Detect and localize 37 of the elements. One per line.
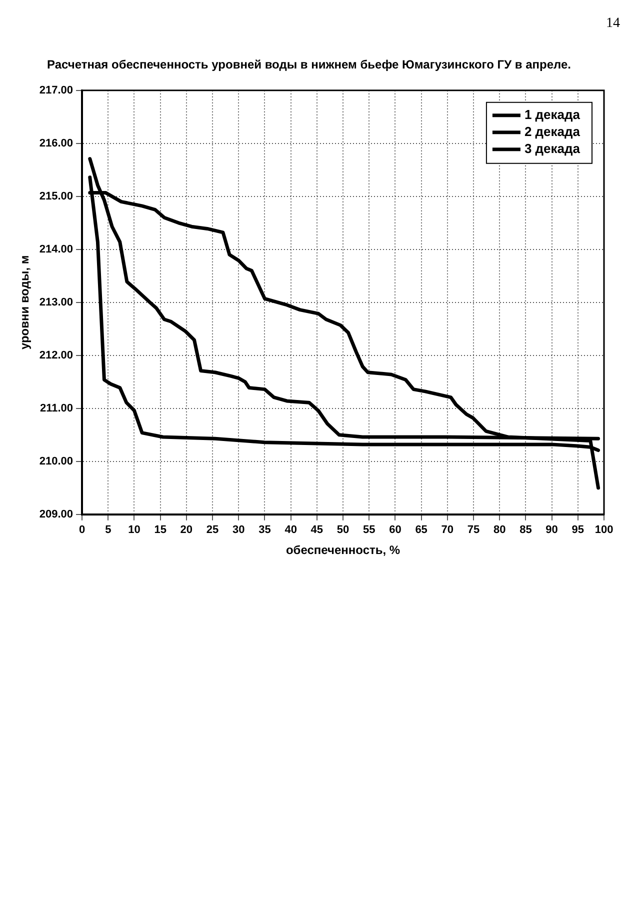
y-tick-label: 213.00 — [39, 296, 74, 308]
x-tick-label: 25 — [206, 524, 219, 536]
text: 14 — [606, 16, 620, 32]
y-tick-label: 211.00 — [40, 402, 74, 414]
x-tick-label: 80 — [493, 524, 506, 536]
x-tick-label: 15 — [154, 524, 166, 536]
y-tick-label: 217.00 — [39, 84, 74, 96]
x-tick-label: 90 — [546, 524, 558, 536]
legend-label: 2 декада — [524, 124, 581, 139]
x-tick-label: 100 — [594, 524, 614, 536]
y-tick-label: 212.00 — [39, 349, 74, 362]
legend-label: 3 декада — [524, 140, 581, 156]
x-tick-label: 60 — [389, 524, 402, 536]
x-tick-label: 65 — [415, 524, 428, 536]
x-tick-label: 10 — [128, 524, 140, 536]
y-tick-label: 210.00 — [39, 455, 74, 468]
x-tick-label: 40 — [284, 524, 297, 536]
x-tick-label: 85 — [520, 524, 532, 536]
y-tick-label: 209.00 — [39, 508, 74, 520]
legend-label: 1 декада — [524, 106, 581, 122]
x-tick-label: 20 — [180, 524, 193, 536]
x-tick-label: 70 — [441, 524, 454, 536]
x-tick-label: 5 — [105, 524, 112, 536]
x-tick-label: 35 — [258, 524, 271, 536]
x-axis-title: обеспеченность, % — [286, 543, 400, 558]
y-tick-label: 216.00 — [39, 137, 74, 150]
chart-title: Расчетная обеспеченность уровней воды в нижнем бьефе Юмагузинского ГУ в апреле. — [47, 58, 571, 72]
y-tick-label: 215.00 — [39, 190, 74, 202]
x-tick-label: 55 — [362, 524, 376, 536]
x-tick-label: 0 — [78, 524, 86, 536]
y-tick-label: 214.00 — [39, 243, 74, 256]
x-tick-label: 75 — [467, 524, 480, 536]
x-tick-label: 30 — [232, 524, 245, 536]
x-tick-label: 45 — [310, 524, 324, 536]
x-tick-label: 95 — [572, 524, 584, 536]
x-tick-label: 50 — [336, 524, 350, 536]
y-axis-title: уровни воды, м — [18, 255, 32, 350]
